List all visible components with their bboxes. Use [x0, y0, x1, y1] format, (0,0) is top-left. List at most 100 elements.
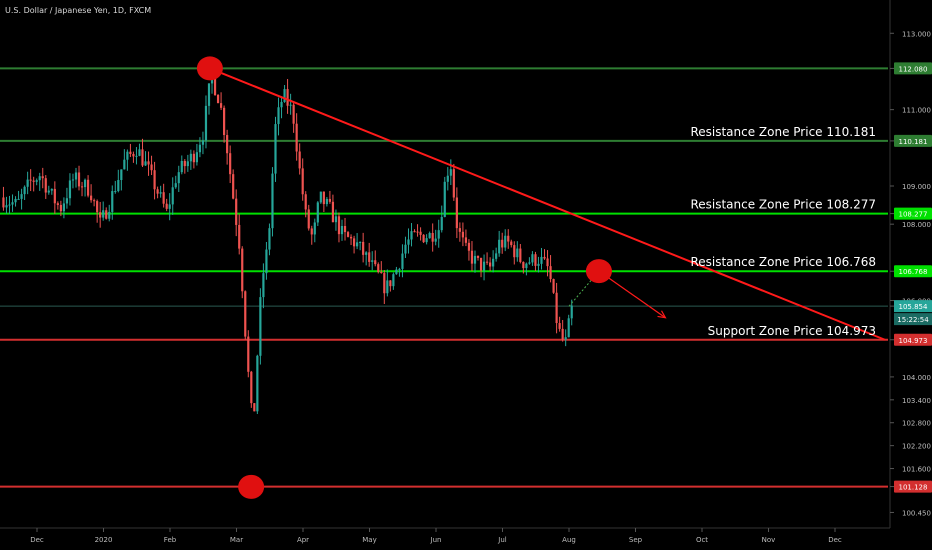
candle-body — [334, 216, 338, 223]
price-tick-label: 104.000 — [902, 374, 931, 382]
candle-body — [298, 151, 301, 169]
candle-body — [337, 216, 341, 235]
candle-body — [5, 205, 8, 208]
candle-body — [62, 203, 66, 212]
candle-body — [489, 262, 492, 267]
candle-body — [135, 155, 138, 157]
candle-body — [20, 194, 23, 199]
candle-body — [183, 160, 186, 167]
time-tick-label: Apr — [297, 536, 309, 544]
candle-body — [32, 180, 35, 182]
time-tick-label: Sep — [629, 536, 643, 544]
candle-body — [102, 210, 105, 218]
time-tick-label: May — [362, 536, 376, 544]
trendline-layer — [209, 67, 886, 341]
candle-body — [343, 225, 347, 233]
time-tick-label: Aug — [562, 536, 576, 544]
time-axis[interactable]: Dec 2020 Feb Mar Apr May Jun Jul Aug Sep Oct Nov Dec — [0, 527, 890, 544]
candle-body — [271, 173, 274, 229]
candle-body — [501, 239, 504, 248]
candle-body — [422, 234, 425, 243]
candle-body — [138, 149, 141, 156]
level-price-label: 108.277 — [899, 211, 928, 219]
candle-body — [540, 256, 543, 264]
candle-body — [14, 198, 17, 203]
candle-body — [543, 256, 546, 259]
price-axis[interactable]: 113.000 112.080 111.000 110.181 109.000 108.2… — [889, 0, 932, 528]
candle-body — [44, 178, 47, 193]
candle-body — [410, 231, 413, 240]
price-tick-label: 101.600 — [902, 466, 931, 474]
zone-annotation: Resistance Zone Price 106.768 — [690, 255, 876, 269]
descending-trendline — [209, 67, 886, 341]
candle-body — [301, 168, 304, 195]
candle-body — [516, 248, 519, 258]
countdown-tag — [894, 313, 932, 326]
level-price-label: 110.181 — [899, 138, 928, 146]
candle-body — [482, 261, 486, 271]
projection-arrow-head — [657, 310, 667, 319]
annotations-layer: Resistance Zone Price 110.181 Resistance … — [196, 56, 876, 499]
time-tick-label: Jul — [497, 536, 507, 544]
candle-body — [223, 107, 226, 136]
candle-body — [322, 191, 325, 205]
candle-body — [219, 103, 223, 108]
candle-body — [546, 258, 549, 267]
candle-body — [250, 371, 253, 404]
candle-body — [428, 233, 431, 239]
candle-body — [96, 201, 99, 213]
candle-body — [90, 195, 93, 201]
candle-body — [265, 249, 268, 274]
candle-body — [123, 159, 126, 170]
candle-body — [201, 140, 205, 145]
level-price-tag — [894, 480, 932, 493]
candle-body — [99, 212, 102, 218]
candle-body — [247, 336, 250, 372]
candle-body — [204, 105, 208, 141]
candle-body — [186, 161, 189, 167]
candle-body — [401, 253, 404, 269]
candle-body — [316, 202, 319, 223]
level-price-tag — [894, 134, 932, 147]
candle-body — [446, 175, 449, 182]
candle-body — [386, 280, 389, 294]
candle-body — [368, 252, 371, 262]
countdown-label: 15:22:54 — [897, 316, 929, 324]
candle-body — [65, 198, 69, 204]
candle-body — [289, 104, 292, 106]
candlestick-series — [2, 67, 573, 415]
candle-body — [404, 244, 407, 254]
candle-body — [467, 242, 471, 251]
candle-body — [114, 191, 117, 193]
current-price-tag — [894, 300, 932, 313]
candle-body — [310, 228, 313, 235]
candle-body — [83, 179, 87, 188]
candle-body — [537, 263, 540, 266]
candle-body — [198, 144, 202, 153]
level-price-tag — [894, 265, 932, 278]
candle-body — [419, 231, 422, 235]
candle-body — [561, 328, 564, 340]
candle-body — [504, 235, 507, 248]
candle-body — [153, 170, 156, 190]
candle-body — [307, 209, 310, 229]
candle-body — [232, 174, 235, 199]
candle-body — [26, 179, 29, 187]
candle-body — [377, 264, 380, 273]
candle-body — [41, 176, 44, 179]
candle-body — [68, 180, 72, 199]
candle-body — [274, 124, 277, 174]
candle-body — [374, 260, 377, 265]
zone-annotation: Resistance Zone Price 108.277 — [690, 198, 876, 212]
candle-body — [470, 250, 474, 264]
candle-body — [319, 191, 322, 203]
candle-body — [35, 180, 38, 182]
candle-body — [38, 176, 41, 181]
candle-body — [473, 255, 477, 264]
candle-body — [395, 269, 398, 275]
candle-body — [268, 228, 271, 250]
candle-body — [464, 237, 468, 243]
candle-body — [398, 268, 401, 270]
chart-title: U.S. Dollar / Japanese Yen, 1D, FXCM — [5, 6, 152, 15]
